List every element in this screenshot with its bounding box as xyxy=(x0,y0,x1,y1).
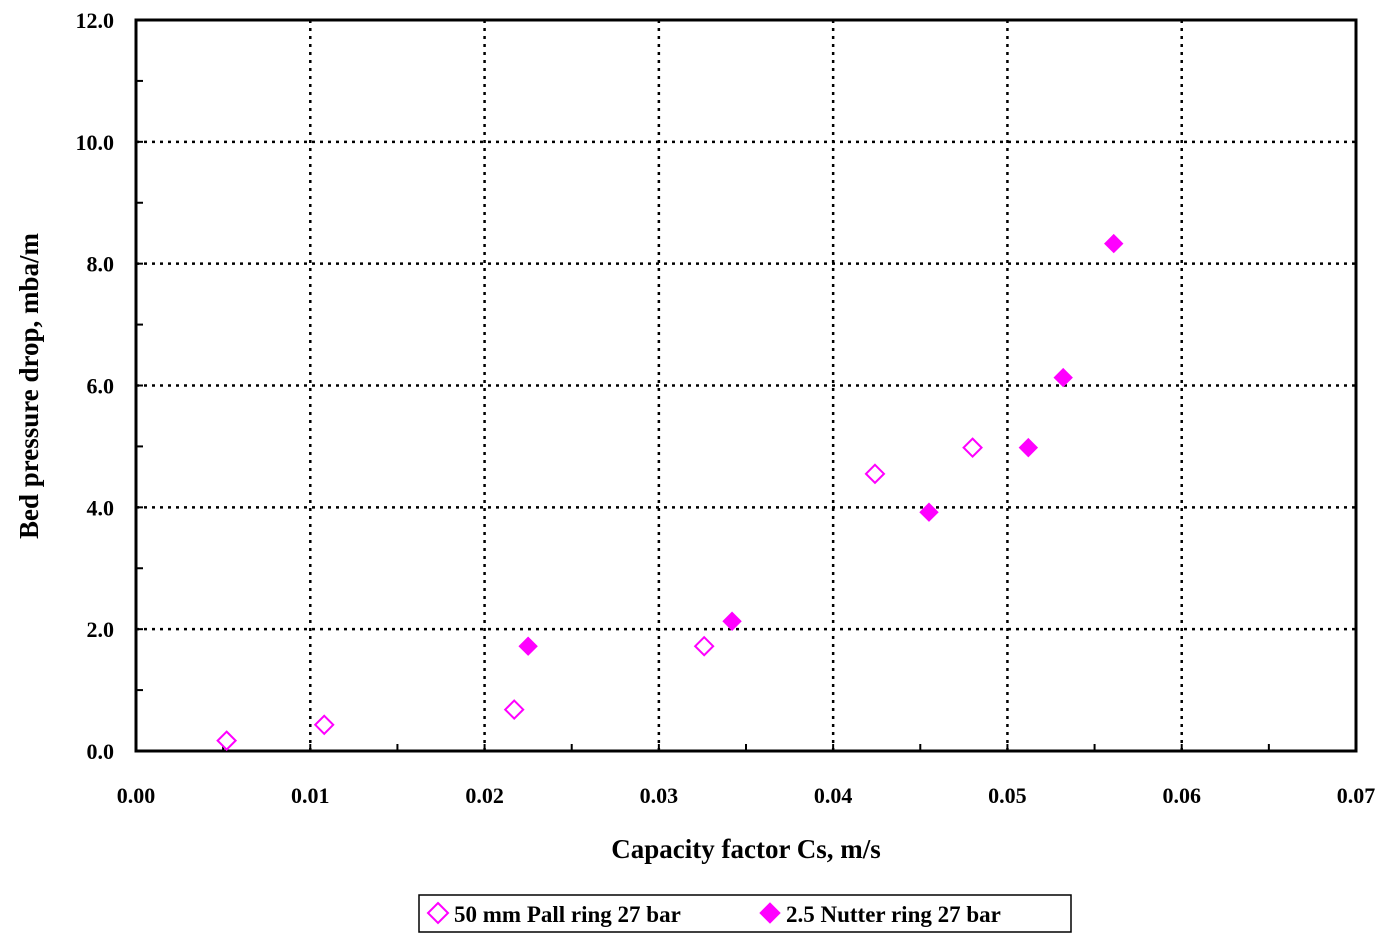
x-tick-label: 0.01 xyxy=(291,783,330,808)
x-tick-label: 0.04 xyxy=(814,783,853,808)
x-tick-label: 0.06 xyxy=(1162,783,1201,808)
nutter-ring-point xyxy=(1104,233,1124,254)
pall-ring-point xyxy=(962,437,983,459)
legend-box xyxy=(418,894,1072,933)
nutter-ring-point xyxy=(1053,367,1073,388)
y-tick-label: 2.0 xyxy=(87,617,115,642)
y-tick-label: 10.0 xyxy=(76,130,115,155)
legend-hollow-diamond-icon xyxy=(426,901,450,925)
x-tick-label: 0.00 xyxy=(117,783,156,808)
legend: 50 mm Pall ring 27 bar 2.5 Nutter ring 2… xyxy=(418,894,1072,933)
nutter-ring-point xyxy=(722,611,742,631)
legend-filled-diamond-icon xyxy=(759,902,781,924)
legend-label-pall-ring: 50 mm Pall ring 27 bar xyxy=(454,902,681,927)
x-tick-label: 0.02 xyxy=(465,783,504,808)
pall-ring-point xyxy=(503,699,525,720)
nutter-ring-point xyxy=(1018,437,1039,458)
x-tick-label: 0.07 xyxy=(1337,783,1376,808)
y-tick-label: 8.0 xyxy=(87,252,115,277)
nutter-ring-point xyxy=(518,636,538,656)
data-points xyxy=(216,233,1124,752)
y-tick-label: 0.0 xyxy=(87,739,115,764)
axis-ticks xyxy=(136,79,1270,751)
y-axis-title: Bed pressure drop, mba/m xyxy=(14,232,44,539)
pall-ring-point xyxy=(693,635,715,657)
y-axis-tick-labels: 0.0 2.0 4.0 6.0 8.0 10.0 12.0 xyxy=(76,8,115,764)
y-tick-label: 6.0 xyxy=(87,374,115,399)
x-tick-label: 0.03 xyxy=(640,783,679,808)
pall-ring-point xyxy=(864,463,886,485)
legend-label-nutter-ring: 2.5 Nutter ring 27 bar xyxy=(786,902,1001,927)
y-tick-label: 12.0 xyxy=(76,8,115,33)
nutter-ring-point xyxy=(919,502,939,522)
grid-lines xyxy=(136,20,1356,751)
x-axis-title: Capacity factor Cs, m/s xyxy=(611,834,880,864)
x-axis-tick-labels: 0.00 0.01 0.02 0.03 0.04 0.05 0.06 0.07 xyxy=(117,783,1376,808)
x-tick-label: 0.05 xyxy=(988,783,1027,808)
pall-ring-point xyxy=(313,714,335,736)
y-tick-label: 4.0 xyxy=(87,495,115,520)
pall-ring-point xyxy=(216,730,238,752)
